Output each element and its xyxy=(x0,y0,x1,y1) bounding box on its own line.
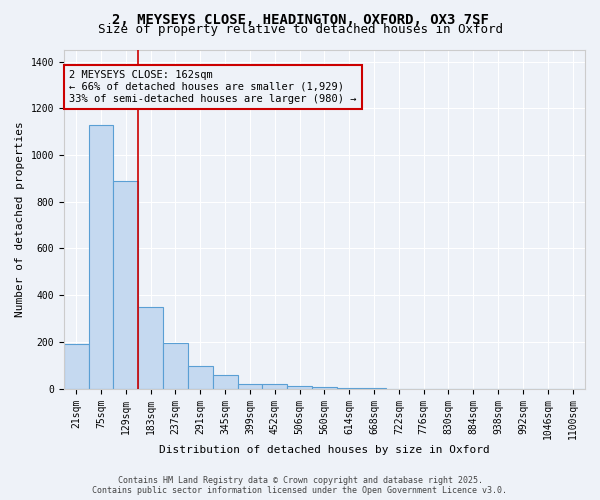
Text: 2 MEYSEYS CLOSE: 162sqm
← 66% of detached houses are smaller (1,929)
33% of semi: 2 MEYSEYS CLOSE: 162sqm ← 66% of detache… xyxy=(69,70,356,104)
Bar xyxy=(238,384,262,388)
Bar xyxy=(212,374,238,388)
Bar xyxy=(138,307,163,388)
Text: 2, MEYSEYS CLOSE, HEADINGTON, OXFORD, OX3 7SF: 2, MEYSEYS CLOSE, HEADINGTON, OXFORD, OX… xyxy=(112,12,488,26)
Bar xyxy=(113,181,138,388)
Bar xyxy=(163,343,188,388)
Bar xyxy=(64,344,89,389)
Bar xyxy=(89,124,113,388)
X-axis label: Distribution of detached houses by size in Oxford: Distribution of detached houses by size … xyxy=(159,445,490,455)
Text: Size of property relative to detached houses in Oxford: Size of property relative to detached ho… xyxy=(97,22,503,36)
Bar xyxy=(287,386,312,388)
Text: Contains HM Land Registry data © Crown copyright and database right 2025.
Contai: Contains HM Land Registry data © Crown c… xyxy=(92,476,508,495)
Bar xyxy=(262,384,287,388)
Y-axis label: Number of detached properties: Number of detached properties xyxy=(15,122,25,317)
Bar xyxy=(188,366,212,388)
